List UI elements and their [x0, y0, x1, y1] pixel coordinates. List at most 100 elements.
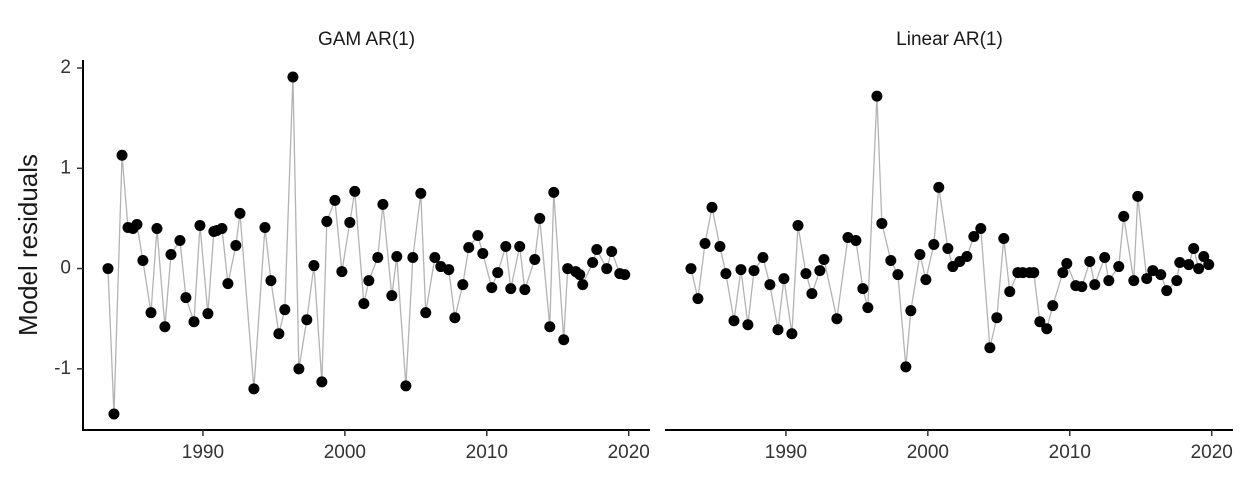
point [975, 222, 987, 234]
point [336, 266, 348, 278]
point [1099, 252, 1111, 264]
point [876, 217, 888, 229]
point [685, 263, 697, 275]
point [514, 241, 526, 253]
point [928, 238, 940, 250]
point [1076, 281, 1088, 293]
point [108, 408, 120, 420]
point [984, 342, 996, 354]
point [885, 255, 897, 267]
point [728, 315, 740, 327]
x-tick-label: 2020 [608, 442, 650, 463]
point [764, 279, 776, 291]
point [1118, 210, 1130, 222]
point [914, 249, 926, 261]
point [558, 334, 570, 346]
point [116, 149, 128, 161]
point [293, 363, 305, 375]
point [920, 274, 932, 286]
point [1171, 275, 1183, 287]
point [377, 198, 389, 210]
point [248, 383, 260, 395]
series-line [107, 77, 625, 414]
point [862, 302, 874, 314]
point [1089, 279, 1101, 291]
point [463, 242, 475, 254]
point [1128, 275, 1140, 287]
point [1041, 323, 1053, 335]
point [619, 269, 631, 281]
x-tick-label: 1990 [182, 442, 224, 463]
point [273, 328, 285, 340]
point [363, 275, 375, 287]
point [492, 267, 504, 279]
point [222, 278, 234, 290]
point [321, 215, 333, 227]
point [529, 254, 541, 266]
point [735, 264, 747, 276]
x-tick-label: 2000 [907, 442, 949, 463]
point [472, 229, 484, 241]
point [544, 321, 556, 333]
point [500, 241, 512, 253]
point [234, 207, 246, 219]
point [720, 268, 732, 280]
point [998, 232, 1010, 244]
point [188, 316, 200, 328]
point [933, 181, 945, 193]
point [1161, 285, 1173, 297]
point [1004, 286, 1016, 298]
point [905, 305, 917, 317]
point [742, 319, 754, 331]
point [892, 269, 904, 281]
point [1061, 258, 1073, 270]
point [329, 194, 341, 206]
point [714, 241, 726, 253]
point [1174, 257, 1186, 269]
point [577, 279, 589, 291]
series-line [690, 96, 1210, 367]
point [151, 222, 163, 234]
point [606, 246, 618, 258]
point [137, 255, 149, 267]
point [792, 219, 804, 231]
point [942, 243, 954, 255]
point [850, 234, 862, 246]
point [159, 321, 171, 333]
point [486, 282, 498, 294]
point [1198, 251, 1210, 263]
point [857, 283, 869, 295]
point [1141, 273, 1153, 285]
point [806, 288, 818, 300]
point [194, 219, 206, 231]
point [400, 380, 412, 392]
point [287, 71, 299, 83]
point [574, 269, 586, 281]
point [991, 312, 1003, 324]
point [900, 361, 912, 373]
point [778, 273, 790, 285]
y-tick-label: 1 [60, 157, 71, 178]
point [818, 254, 830, 266]
point [1028, 267, 1040, 279]
point [1103, 275, 1115, 287]
y-axis-label: Model residuals [13, 154, 43, 336]
point [265, 275, 277, 287]
point [505, 283, 517, 295]
point [591, 244, 603, 256]
panel-title: GAM AR(1) [318, 29, 415, 50]
point [1047, 300, 1059, 312]
point [757, 252, 769, 264]
point [386, 290, 398, 302]
point [519, 284, 531, 296]
point [457, 279, 469, 291]
point [534, 212, 546, 224]
x-tick-label: 1990 [765, 442, 807, 463]
point [706, 201, 718, 213]
point [344, 216, 356, 228]
point [102, 263, 114, 275]
point [349, 185, 361, 197]
y-tick-label: 2 [60, 57, 71, 78]
point [174, 234, 186, 246]
point [786, 328, 798, 340]
